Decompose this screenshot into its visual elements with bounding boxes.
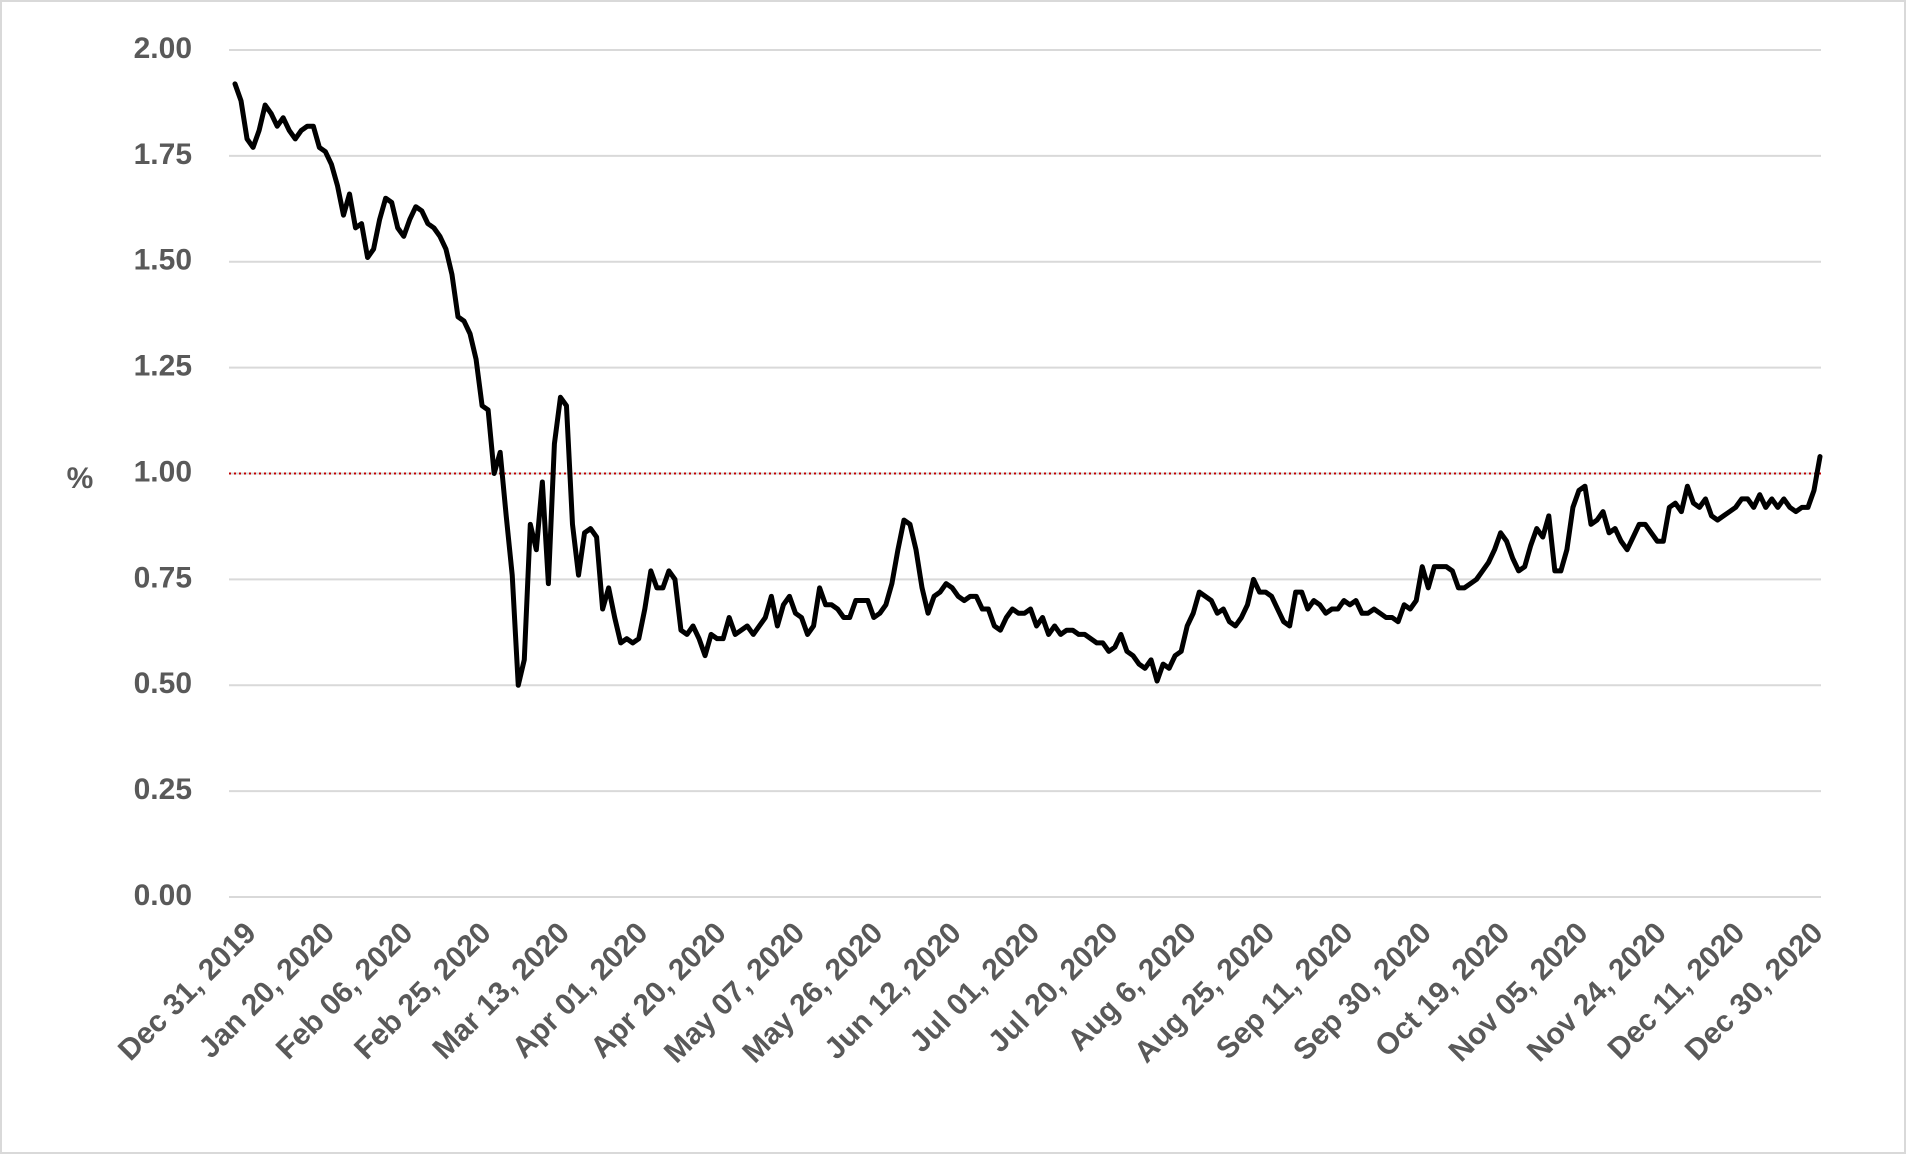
y-tick-label: 0.75: [134, 561, 192, 594]
y-tick-label: 1.50: [134, 244, 192, 277]
y-tick-label: 0.00: [134, 879, 192, 912]
y-tick-label: 1.00: [134, 455, 192, 488]
y-tick-label: 1.75: [134, 138, 192, 171]
y-tick-label: 2.00: [134, 32, 192, 65]
y-tick-label: 1.25: [134, 350, 192, 383]
data-line: [232, 81, 1823, 688]
y-tick-label: 0.25: [134, 773, 192, 806]
y-tick-label: 0.50: [134, 667, 192, 700]
y-axis-label: %: [67, 462, 94, 495]
